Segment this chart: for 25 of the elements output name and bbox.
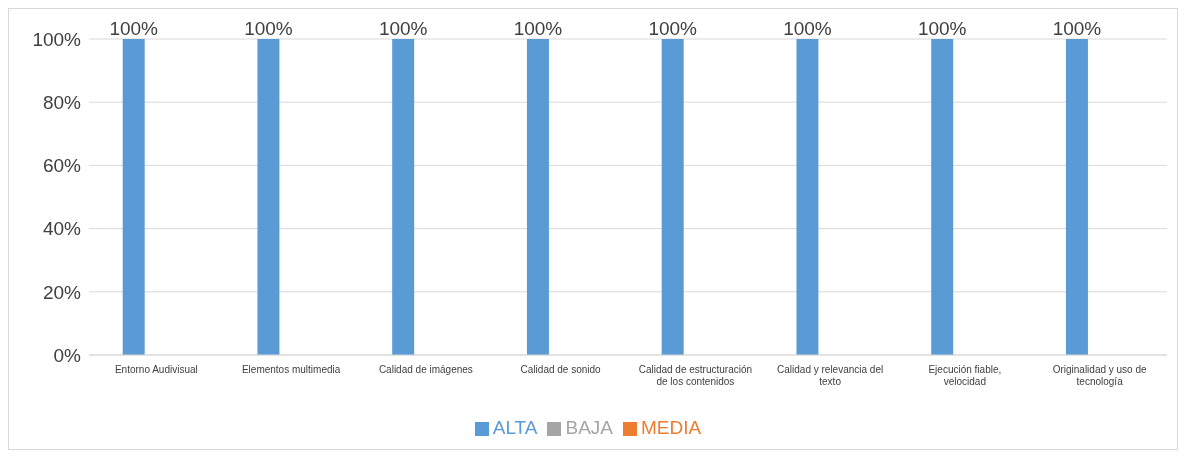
x-tick-label: Calidad y relevancia del texto (777, 364, 884, 387)
legend-label: MEDIA (641, 417, 702, 438)
y-tick-label: 0% (53, 344, 82, 366)
y-tick-label: 80% (42, 91, 82, 113)
data-label: 100% (378, 18, 428, 39)
x-tick-label: Ejecución fiable, velocidad (928, 364, 1002, 387)
x-tick-label: Calidad de imágenes (378, 364, 473, 375)
x-tick-label: Calidad de sonido (520, 364, 602, 375)
data-label: 100% (109, 18, 159, 39)
legend-label: BAJA (565, 417, 614, 438)
y-tick-label: 40% (42, 218, 82, 240)
data-label: 100% (783, 18, 832, 39)
data-label: 100% (513, 18, 563, 39)
x-tick-label: Elementos multimedia (241, 364, 341, 375)
data-label: 100% (648, 18, 698, 39)
data-label: 100% (917, 18, 967, 39)
y-tick-label: 60% (42, 155, 82, 177)
legend-label: ALTA (492, 417, 538, 438)
data-label: 100% (244, 18, 293, 39)
x-tick-label: Originalidad y uso de tecnología (1052, 364, 1148, 387)
x-tick-label: Entorno Audivisual (114, 364, 198, 375)
data-label: 100% (1052, 18, 1102, 39)
y-tick-label: 100% (32, 28, 82, 50)
x-tick-label: Calidad de estructuración de los contenidos (638, 364, 753, 387)
y-tick-label: 20% (42, 281, 82, 303)
